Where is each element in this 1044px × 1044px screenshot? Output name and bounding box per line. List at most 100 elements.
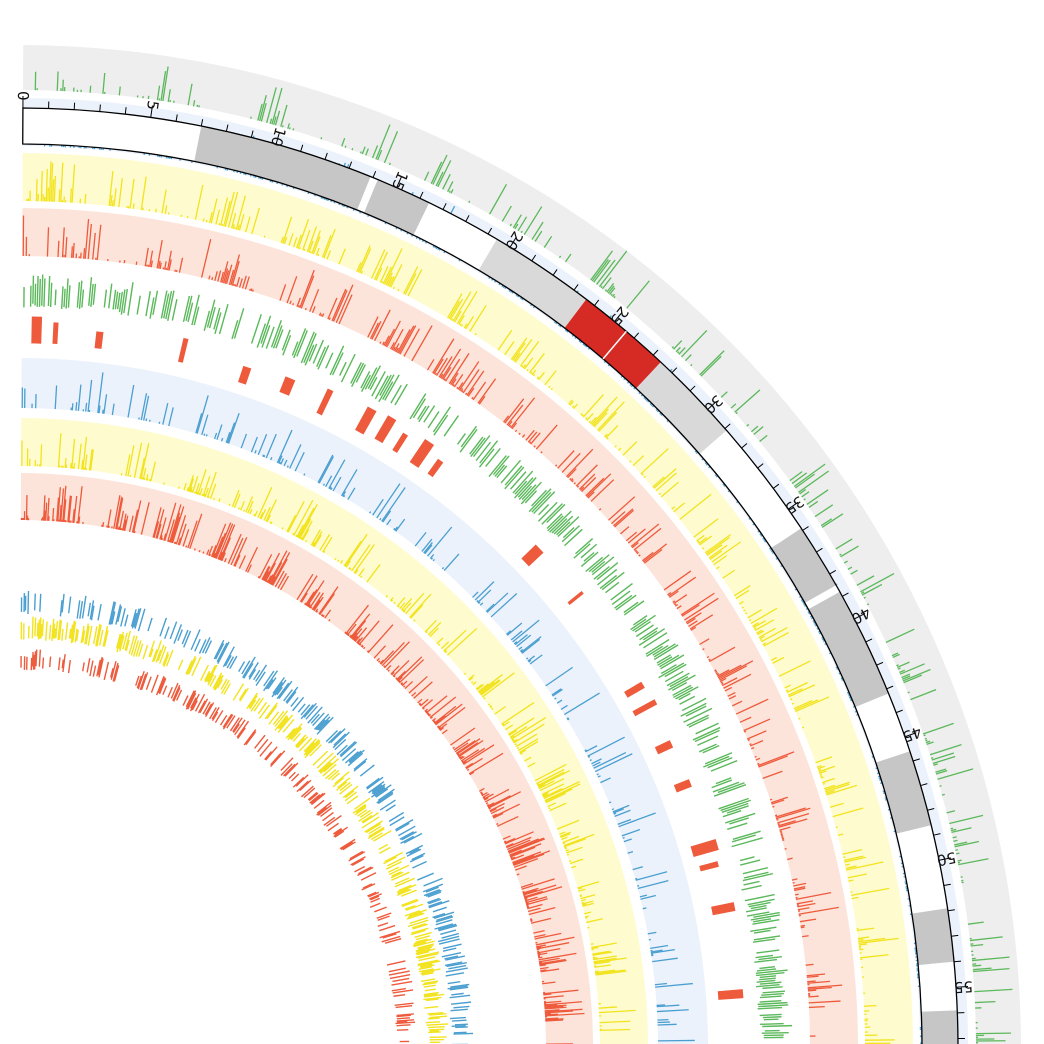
- tile-mark: [280, 763, 293, 776]
- histogram-bar: [508, 837, 545, 853]
- tile-mark: [308, 343, 318, 362]
- histogram-bar: [190, 489, 193, 493]
- histogram-bar: [156, 85, 161, 101]
- histogram-bar: [463, 744, 495, 765]
- histogram-bar: [168, 539, 170, 543]
- histogram-bar: [755, 757, 761, 761]
- histogram-bar: [443, 629, 467, 652]
- tile-mark: [718, 797, 749, 810]
- histogram-bar: [613, 295, 616, 299]
- tile-mark: [369, 893, 382, 900]
- histogram-bar: [650, 944, 669, 950]
- histogram-bar: [554, 464, 558, 467]
- tile-mark: [112, 662, 119, 682]
- histogram-bar: [402, 602, 412, 613]
- histogram-bar: [439, 727, 444, 731]
- histogram-bar: [954, 841, 968, 846]
- histogram-bar: [384, 328, 395, 347]
- minor-tick: [324, 152, 328, 160]
- histogram-bar: [233, 283, 235, 287]
- tile-mark: [185, 660, 193, 675]
- tile-mark: [222, 714, 234, 730]
- histogram-bar: [540, 451, 543, 454]
- histogram-bar: [549, 802, 567, 812]
- tile-mark: [206, 299, 216, 328]
- histogram-bar: [207, 495, 210, 499]
- histogram-bar: [753, 627, 757, 630]
- histogram-bar: [468, 752, 504, 775]
- histogram-bar: [589, 759, 592, 762]
- histogram-bar: [89, 85, 92, 93]
- tile-mark: [140, 672, 149, 691]
- histogram-bar: [485, 802, 489, 805]
- tile-mark: [40, 624, 43, 639]
- tile-mark: [407, 919, 429, 928]
- histogram-bar: [538, 957, 560, 963]
- histogram-bar: [479, 787, 485, 792]
- tile-mark: [197, 700, 206, 714]
- histogram-bar: [221, 261, 229, 283]
- tile-mark: [213, 639, 225, 660]
- histogram-bar: [631, 542, 639, 549]
- tile-mark: [76, 282, 81, 308]
- histogram-bar: [40, 444, 43, 467]
- histogram-bar: [57, 240, 60, 258]
- tile-mark: [281, 329, 291, 351]
- tile-mark: [403, 832, 423, 844]
- histogram-bar: [781, 836, 784, 839]
- histogram-bar: [340, 469, 358, 497]
- histogram-bar: [512, 850, 551, 866]
- histogram-bar: [85, 402, 88, 412]
- tile-mark: [755, 969, 788, 974]
- histogram-bar: [514, 743, 517, 746]
- histogram-bar: [396, 597, 406, 607]
- histogram-bar: [432, 558, 435, 562]
- histogram-bar: [479, 681, 495, 695]
- histogram-bar: [390, 264, 403, 288]
- histogram-bar: [511, 738, 514, 741]
- histogram-bar: [261, 565, 270, 581]
- histogram-bar: [393, 601, 396, 605]
- tile-mark: [67, 285, 71, 308]
- tile-mark: [423, 405, 436, 423]
- histogram-bar: [807, 986, 832, 990]
- tile-mark: [656, 654, 672, 664]
- tile-mark: [223, 683, 231, 695]
- histogram-bar: [537, 952, 541, 955]
- tile-mark: [756, 979, 776, 983]
- cytoband: [363, 179, 430, 236]
- tile-mark: [743, 880, 760, 886]
- major-tick: [150, 105, 153, 118]
- tile-mark: [51, 618, 55, 641]
- tile-mark: [307, 706, 323, 724]
- histogram-bar: [935, 770, 948, 775]
- histogram-bar: [774, 814, 778, 817]
- tile-mark: [401, 831, 417, 841]
- histogram-bar: [808, 1005, 825, 1009]
- tile-mark: [340, 741, 358, 758]
- histogram-bar: [604, 289, 608, 292]
- tile-mark: [531, 491, 552, 513]
- tile-mark: [379, 924, 396, 932]
- tile-mark: [712, 781, 740, 793]
- tile-mark: [406, 912, 425, 920]
- tile-mark: [573, 543, 591, 559]
- tile-mark: [394, 383, 408, 406]
- tile-mark: [653, 643, 676, 658]
- histogram-bar: [292, 303, 295, 306]
- histogram-bar: [637, 885, 640, 887]
- histogram-bar: [580, 898, 587, 902]
- histogram-bar: [839, 553, 842, 556]
- histogram-bar: [211, 277, 214, 281]
- histogram-bar: [468, 674, 475, 681]
- histogram-bar: [537, 952, 548, 956]
- minor-tick: [652, 349, 659, 356]
- histogram-bar: [210, 545, 217, 557]
- cytoband: [911, 908, 955, 966]
- histogram-bar: [297, 219, 310, 249]
- histogram-bar: [296, 524, 305, 538]
- histogram-bar: [288, 233, 294, 246]
- histogram-bar: [310, 529, 321, 546]
- histogram-bar: [424, 171, 430, 181]
- histogram-bar: [523, 894, 526, 897]
